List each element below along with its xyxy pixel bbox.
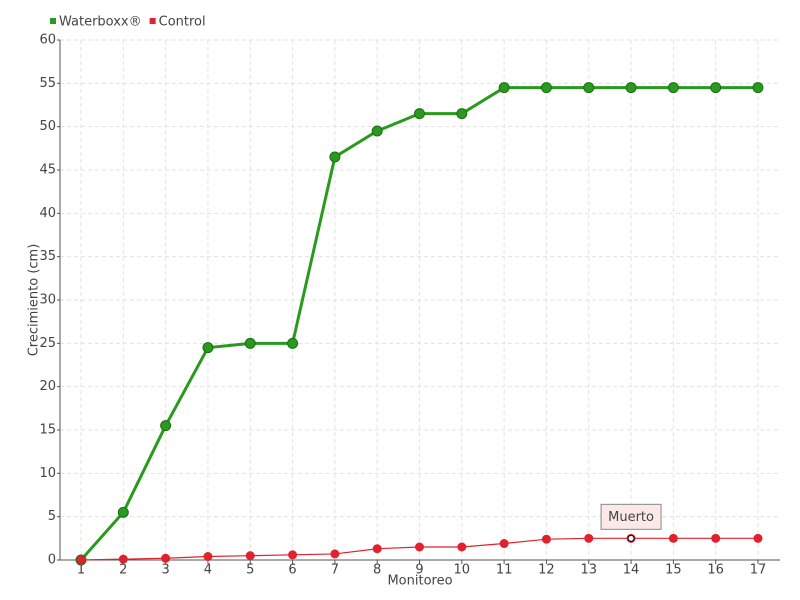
y-tick-label: 45 [39,163,56,178]
legend-swatch [149,18,156,24]
x-tick-label: 15 [665,563,682,578]
x-tick-label: 16 [707,563,724,578]
data-point [457,542,467,552]
y-tick-label: 40 [39,206,56,221]
x-tick-label: 4 [204,563,212,578]
y-axis-label: Crecimiento (cm) [27,244,42,357]
data-point [118,554,128,564]
data-point [498,82,510,94]
data-point [329,151,341,163]
data-point [202,342,214,354]
data-point [414,108,425,120]
data-point [117,506,129,518]
legend-label: Control [159,15,206,30]
y-tick-label: 15 [39,423,56,438]
data-point [711,533,721,543]
data-point [667,82,679,94]
data-point [710,82,722,94]
x-tick-label: 6 [288,563,296,578]
x-tick-label: 12 [538,563,555,578]
x-tick-label: 10 [454,563,471,578]
x-tick-label: 9 [415,563,423,578]
annotation-box [600,503,662,530]
data-point [161,553,171,563]
y-tick-label: 5 [48,509,56,524]
x-tick-label: 2 [119,563,127,578]
y-tick-label: 35 [39,249,56,264]
y-tick-label: 0 [48,553,56,568]
data-point [76,555,86,565]
data-point [541,534,551,544]
legend-label: Waterboxx® [59,15,142,30]
data-point [372,544,382,554]
y-tick-label: 30 [39,293,56,308]
data-point [540,82,552,94]
x-tick-label: 5 [246,563,254,578]
data-point [330,549,340,559]
x-tick-label: 7 [331,563,339,578]
data-point [584,533,594,543]
y-tick-label: 55 [39,76,56,91]
data-point [288,550,298,560]
data-point [415,542,424,552]
y-tick-label: 20 [39,379,56,394]
data-point [583,82,595,94]
legend-swatch [50,18,56,24]
data-point [160,420,172,432]
y-tick-label: 50 [39,119,56,134]
x-tick-label: 11 [496,563,513,578]
x-axis-label: Monitoreo [387,574,452,589]
x-tick-label: 17 [750,563,767,578]
data-point [456,108,468,120]
data-point [668,533,678,543]
data-point [752,82,764,94]
data-point [625,82,637,94]
data-point [753,533,763,543]
x-tick-label: 1 [77,563,85,578]
y-tick-label: 10 [39,466,56,481]
data-point [499,539,509,549]
annotation-text: Muerto [608,510,654,525]
annotation-marker [627,534,635,542]
data-point [287,337,299,349]
x-tick-label: 3 [161,563,169,578]
y-tick-label: 25 [39,336,56,351]
x-tick-label: 13 [580,563,597,578]
data-point [245,551,255,561]
x-tick-label: 14 [623,563,640,578]
data-point [203,552,213,562]
x-tick-label: 8 [373,563,381,578]
data-point [371,125,383,137]
y-tick-label: 60 [39,33,56,48]
data-point [244,337,256,349]
